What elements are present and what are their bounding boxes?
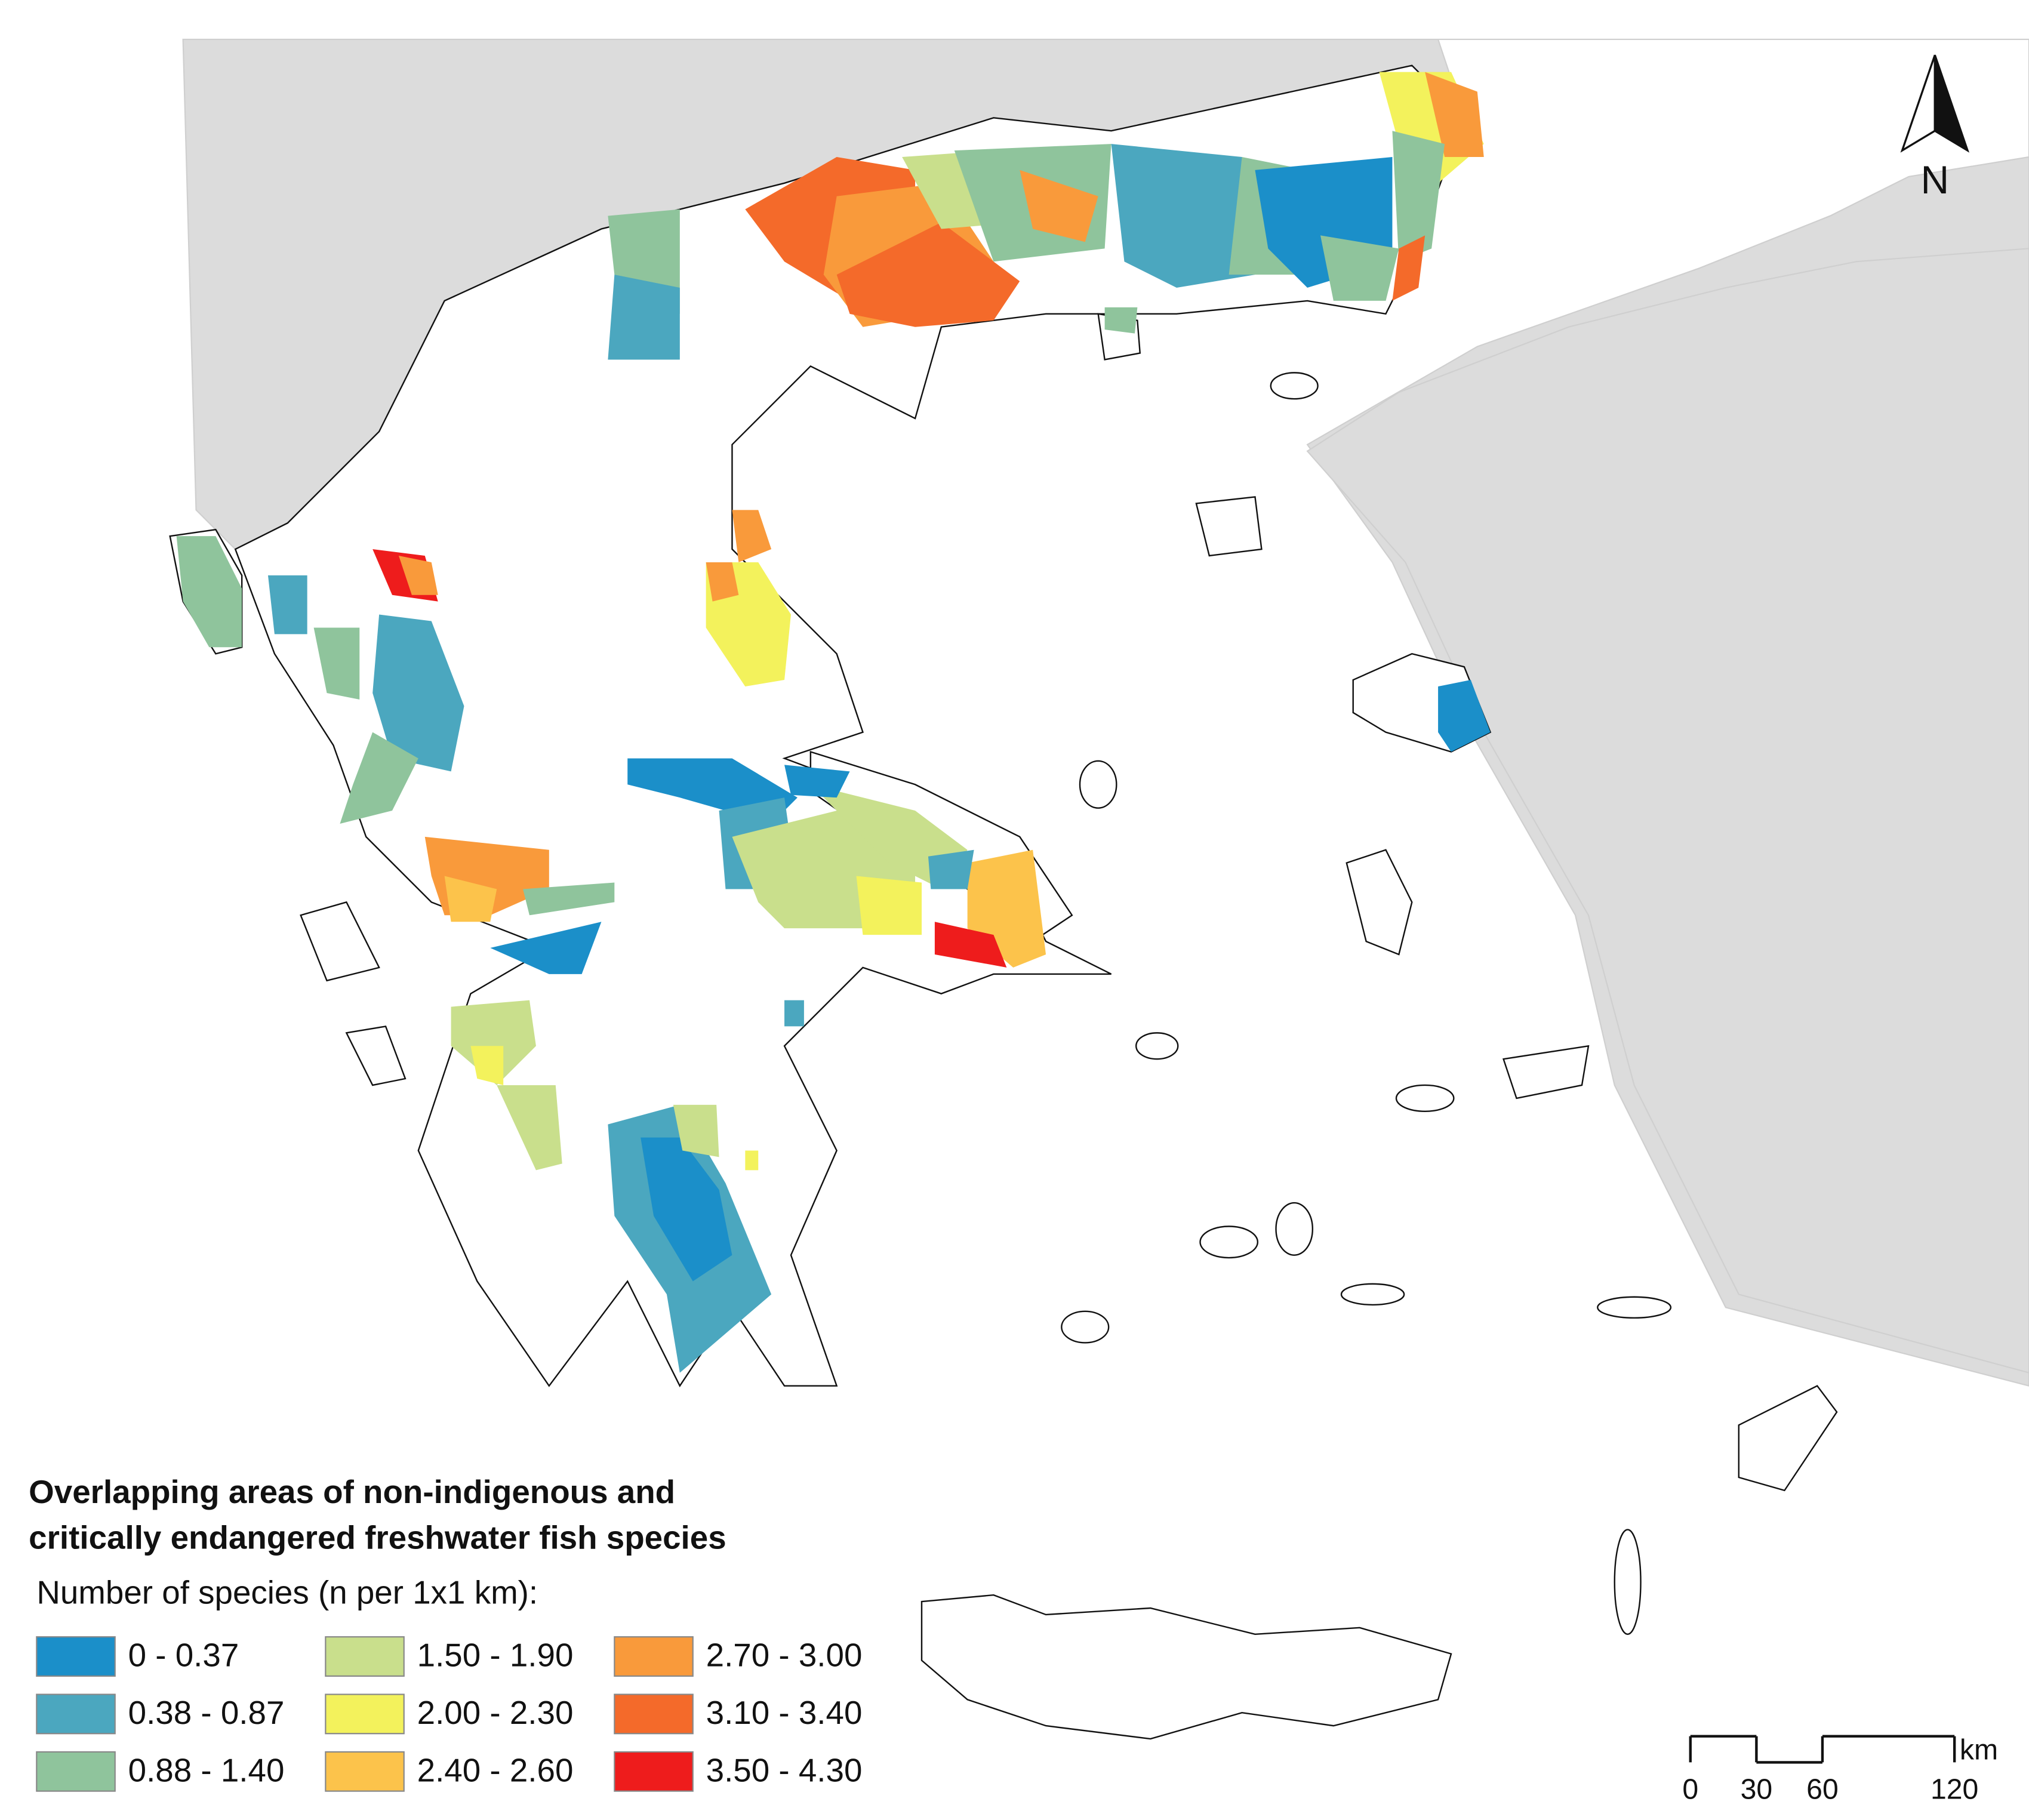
north-arrow-left bbox=[1900, 54, 1936, 153]
overlap-area bbox=[1111, 144, 1255, 288]
island bbox=[1079, 760, 1117, 809]
scale-unit: km bbox=[1960, 1734, 1998, 1766]
overlap-area bbox=[673, 1104, 719, 1157]
legend-swatch bbox=[325, 1693, 405, 1735]
scale-label: 60 bbox=[1806, 1773, 1839, 1805]
overlap-area bbox=[784, 1000, 804, 1027]
overlap-area bbox=[934, 922, 1007, 968]
overlap-area bbox=[810, 784, 968, 889]
legend-label: 1.50 - 1.90 bbox=[417, 1637, 574, 1674]
island bbox=[1597, 1296, 1672, 1319]
legend-swatch bbox=[614, 1751, 694, 1792]
overlap-area bbox=[641, 1137, 732, 1282]
legend: Overlapping areas of non-indigenous and … bbox=[29, 1473, 863, 1792]
north-arrow: N bbox=[1900, 54, 1970, 202]
neighbour-land bbox=[1306, 248, 2029, 1374]
overlap-area bbox=[451, 1000, 536, 1085]
legend-title: critically endangered freshwater fish sp… bbox=[29, 1519, 726, 1556]
overlap-area bbox=[706, 562, 739, 602]
legend-swatch bbox=[36, 1636, 116, 1677]
overlap-area bbox=[928, 849, 974, 889]
chios bbox=[1346, 849, 1413, 956]
overlap-area bbox=[372, 614, 464, 772]
island bbox=[1275, 1202, 1314, 1256]
overlap-area bbox=[1104, 307, 1138, 334]
legend-label: 3.50 - 4.30 bbox=[706, 1751, 863, 1788]
overlap-area bbox=[608, 275, 680, 360]
legend-swatch bbox=[36, 1751, 116, 1792]
overlap-area bbox=[745, 1150, 759, 1171]
overlap-area bbox=[836, 222, 1020, 327]
island bbox=[1340, 1283, 1405, 1306]
island bbox=[1199, 1225, 1259, 1259]
legend-label: 0.88 - 1.40 bbox=[128, 1751, 285, 1788]
scale-label: 0 bbox=[1682, 1773, 1698, 1805]
overlap-area bbox=[267, 575, 307, 635]
overlap-area bbox=[732, 510, 772, 562]
overlap-area bbox=[444, 876, 497, 922]
legend-swatch bbox=[36, 1693, 116, 1735]
overlap-area bbox=[1020, 170, 1098, 242]
rhodes bbox=[1738, 1385, 1838, 1492]
legend-swatch bbox=[325, 1751, 405, 1792]
island bbox=[1395, 1084, 1455, 1112]
crete bbox=[920, 1594, 1452, 1740]
overlap-area bbox=[340, 732, 418, 824]
legend-swatch bbox=[325, 1636, 405, 1677]
legend-swatch bbox=[614, 1636, 694, 1677]
overlap-area bbox=[523, 882, 615, 916]
overlap-area bbox=[1320, 235, 1399, 301]
legend-subtitle: Number of species (n per 1x1 km): bbox=[36, 1574, 538, 1611]
north-label: N bbox=[1921, 158, 1949, 202]
island bbox=[1614, 1529, 1642, 1636]
legend-label: 2.70 - 3.00 bbox=[706, 1637, 863, 1674]
island bbox=[1135, 1032, 1179, 1060]
island bbox=[1270, 372, 1319, 400]
legend-label: 0.38 - 0.87 bbox=[128, 1694, 285, 1731]
overlap-area bbox=[856, 876, 922, 935]
legend-label: 2.00 - 2.30 bbox=[417, 1694, 574, 1731]
scale-label: 120 bbox=[1931, 1773, 1978, 1805]
overlap-area bbox=[398, 555, 438, 595]
samos bbox=[1502, 1045, 1590, 1100]
legend-swatch bbox=[614, 1693, 694, 1735]
legend-label: 3.10 - 3.40 bbox=[706, 1694, 863, 1731]
overlap-area bbox=[1438, 680, 1491, 752]
overlap-area bbox=[784, 765, 850, 798]
legend-label: 2.40 - 2.60 bbox=[417, 1751, 574, 1788]
scale-label: 30 bbox=[1741, 1773, 1773, 1805]
overlap-area bbox=[470, 1046, 504, 1085]
overlap-area bbox=[1425, 72, 1484, 158]
kefalonia bbox=[300, 901, 380, 982]
overlap-area bbox=[176, 536, 242, 648]
zakynthos bbox=[345, 1026, 407, 1086]
scale-bar: 0 30 60 120 km bbox=[1682, 1734, 1998, 1806]
legend-title: Overlapping areas of non-indigenous and bbox=[29, 1473, 675, 1510]
legend-label: 0 - 0.37 bbox=[128, 1637, 239, 1674]
island bbox=[1061, 1310, 1110, 1344]
north-arrow-right bbox=[1933, 54, 1970, 153]
overlap-areas bbox=[176, 72, 1491, 1373]
overlap-area bbox=[1392, 131, 1445, 262]
overlap-area bbox=[490, 922, 602, 974]
overlap-area bbox=[313, 627, 360, 700]
overlap-area bbox=[1392, 235, 1425, 301]
overlap-area bbox=[497, 1085, 562, 1171]
lemnos bbox=[1195, 496, 1263, 557]
